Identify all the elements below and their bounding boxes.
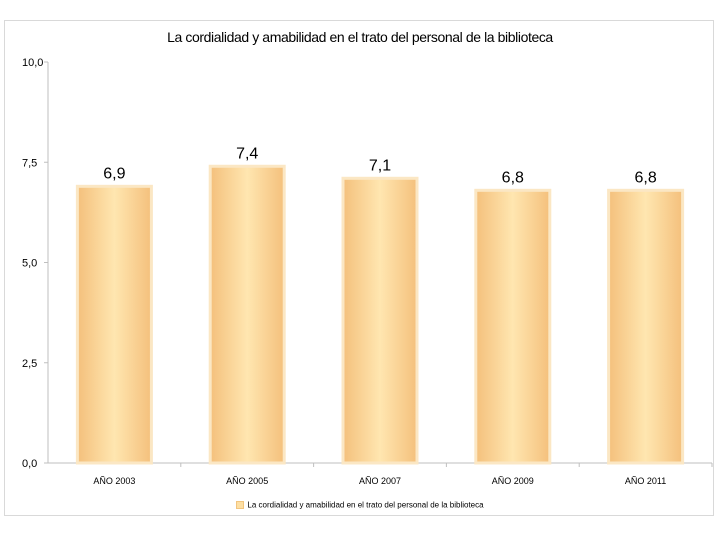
- y-tick-label: 7,5: [22, 157, 37, 169]
- bar-value-label: 7,4: [236, 145, 258, 162]
- x-tick-label: AÑO 2005: [226, 476, 268, 486]
- chart-frame: [4, 20, 714, 516]
- x-tick-label: AÑO 2003: [93, 476, 135, 486]
- bar: [75, 184, 153, 465]
- bar-value-label: 7,1: [369, 157, 391, 174]
- y-tick-label: 10,0: [22, 57, 43, 69]
- y-tick-label: 2,5: [22, 358, 37, 370]
- legend-label: La cordialidad y amabilidad en el trato …: [247, 500, 484, 510]
- y-tick-label: 5,0: [22, 258, 37, 270]
- bar: [607, 188, 685, 465]
- bar: [474, 188, 552, 465]
- chart-title: La cordialidad y amabilidad en el trato …: [167, 29, 553, 45]
- chart-legend: La cordialidad y amabilidad en el trato …: [0, 500, 720, 509]
- bar-value-label: 6,8: [634, 169, 656, 186]
- bar: [341, 176, 419, 465]
- bar-value-label: 6,9: [103, 165, 125, 182]
- x-tick-label: AÑO 2011: [625, 476, 666, 486]
- y-tick-label: 0,0: [22, 458, 37, 470]
- legend-swatch: [236, 500, 245, 509]
- bar-value-label: 6,8: [502, 169, 524, 186]
- bar: [208, 164, 286, 465]
- x-tick-label: AÑO 2009: [492, 476, 534, 486]
- x-tick-label: AÑO 2007: [359, 476, 401, 486]
